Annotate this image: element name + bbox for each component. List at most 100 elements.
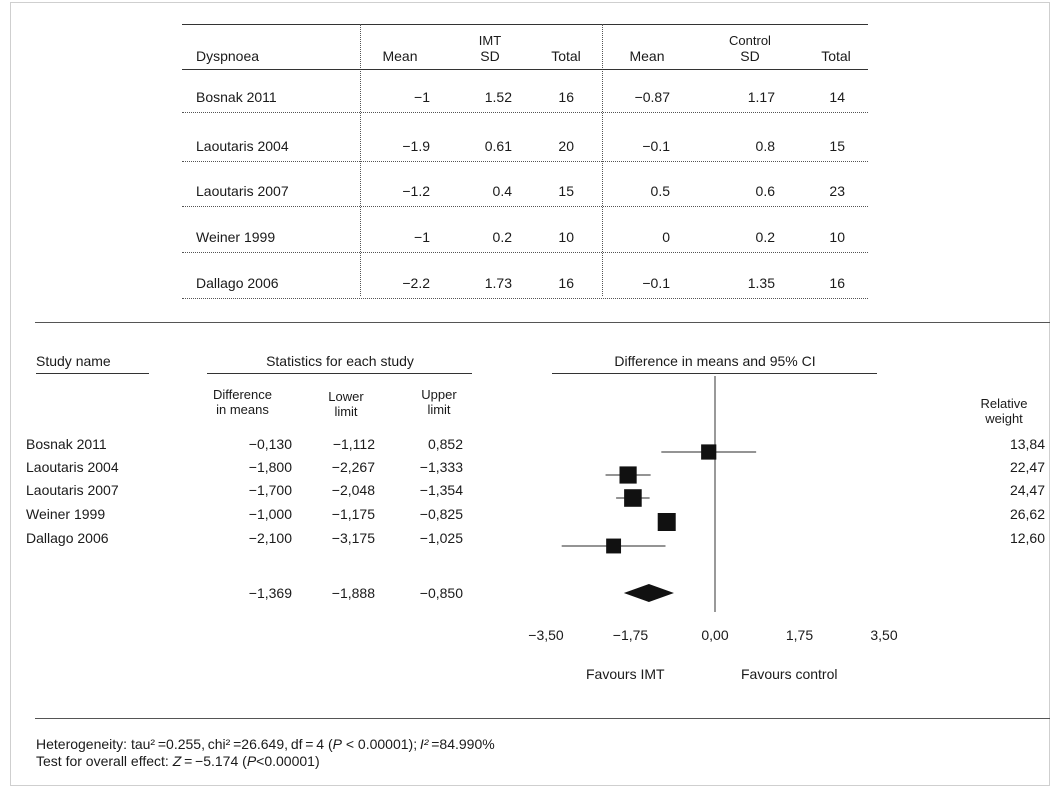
forest-upper-value: −0,825 xyxy=(419,506,463,522)
col-diff-in-means: Difference in means xyxy=(212,387,272,417)
col-upper-limit: Upper limit xyxy=(421,387,457,417)
stats-header: Statistics for each study xyxy=(266,353,414,369)
pooled-lower: −1,888 xyxy=(331,585,375,601)
table-cell-imt-sd: 1.73 xyxy=(484,275,512,291)
table-divider-1 xyxy=(360,24,361,296)
forest-lower-value: −1,175 xyxy=(331,506,375,522)
study-name-header: Study name xyxy=(36,353,111,369)
pooled-effect-diamond xyxy=(623,584,674,602)
pooled-diff: −1,369 xyxy=(248,585,292,601)
group-label-control: Control xyxy=(729,33,771,48)
table-row-rule xyxy=(182,161,868,162)
col-imt-mean: Mean xyxy=(382,48,418,64)
forest-lower-value: −3,175 xyxy=(331,530,375,546)
forest-weight-value: 13,84 xyxy=(1009,436,1045,452)
table-cell-imt-mean: −2.2 xyxy=(402,275,430,291)
table-cell-study: Laoutaris 2004 xyxy=(196,138,289,154)
x-tick-label: −3,50 xyxy=(528,627,564,643)
table-cell-control-sd: 1.35 xyxy=(747,275,775,291)
table-cell-control-total: 14 xyxy=(829,89,845,105)
study-name-underline xyxy=(36,373,149,374)
x-tick-label: 3,50 xyxy=(870,627,897,643)
table-row-rule xyxy=(182,298,868,299)
col-relative-weight: Relative weight xyxy=(980,396,1028,426)
table-cell-study: Weiner 1999 xyxy=(196,229,276,245)
table-top-rule xyxy=(182,24,868,25)
table-cell-imt-sd: 1.52 xyxy=(484,89,512,105)
table-cell-study: Bosnak 2011 xyxy=(196,89,277,105)
table-cell-imt-total: 10 xyxy=(558,229,574,245)
forest-study-name: Bosnak 2011 xyxy=(26,436,107,452)
col-lower-limit: Lower limit xyxy=(328,389,364,419)
plot-header-underline xyxy=(552,373,877,374)
table-cell-imt-sd: 0.2 xyxy=(492,229,512,245)
forest-lower-value: −2,267 xyxy=(331,459,375,475)
table-cell-control-sd: 1.17 xyxy=(747,89,775,105)
table-cell-control-sd: 0.6 xyxy=(755,183,775,199)
col-imt-sd: SD xyxy=(480,48,500,64)
table-cell-imt-total: 15 xyxy=(558,183,574,199)
table-cell-imt-total: 16 xyxy=(558,89,574,105)
pooled-upper: −0,850 xyxy=(419,585,463,601)
effect-size-marker xyxy=(657,513,676,531)
table-cell-control-mean: 0 xyxy=(662,229,670,245)
col-control-sd: SD xyxy=(740,48,760,64)
forest-study-name: Laoutaris 2004 xyxy=(26,459,119,475)
table-cell-control-total: 23 xyxy=(829,183,845,199)
table-cell-imt-mean: −1 xyxy=(414,229,430,245)
table-row-rule xyxy=(182,252,868,253)
forest-diff-value: −2,100 xyxy=(248,530,292,546)
table-cell-control-mean: −0.87 xyxy=(634,89,670,105)
x-tick-label: 0,00 xyxy=(701,627,728,643)
forest-diff-value: −1,800 xyxy=(248,459,292,475)
effect-size-marker xyxy=(701,444,717,460)
x-tick-label: −1,75 xyxy=(613,627,649,643)
table-cell-imt-mean: −1 xyxy=(414,89,430,105)
forest-study-name: Laoutaris 2007 xyxy=(26,482,119,498)
forest-weight-value: 12,60 xyxy=(1009,530,1045,546)
overall-effect-text: Test for overall effect: Z = −5.174 (P<0… xyxy=(36,753,320,769)
footer-divider xyxy=(35,718,1050,719)
section-divider xyxy=(35,322,1050,323)
table-cell-imt-sd: 0.61 xyxy=(484,138,512,154)
forest-study-name: Weiner 1999 xyxy=(26,506,106,522)
table-cell-control-mean: −0.1 xyxy=(642,275,670,291)
table-cell-imt-total: 20 xyxy=(558,138,574,154)
forest-weight-value: 26,62 xyxy=(1009,506,1045,522)
table-cell-imt-mean: −1.2 xyxy=(402,183,430,199)
table-cell-control-sd: 0.2 xyxy=(755,229,775,245)
table-cell-control-total: 16 xyxy=(829,275,845,291)
figure-frame xyxy=(10,2,1050,786)
table-header-rule xyxy=(182,69,868,70)
forest-study-name: Dallago 2006 xyxy=(26,530,109,546)
forest-diff-value: −1,000 xyxy=(248,506,292,522)
table-divider-2 xyxy=(602,24,603,296)
table-cell-imt-total: 16 xyxy=(558,275,574,291)
table-cell-study: Laoutaris 2007 xyxy=(196,183,289,199)
table-cell-imt-sd: 0.4 xyxy=(492,183,512,199)
forest-weight-value: 22,47 xyxy=(1009,459,1045,475)
table-cell-imt-mean: −1.9 xyxy=(402,138,430,154)
effect-size-marker xyxy=(624,489,642,507)
table-row-rule xyxy=(182,112,868,113)
table-cell-control-mean: 0.5 xyxy=(650,183,670,199)
table-cell-control-total: 15 xyxy=(829,138,845,154)
favours-imt-label: Favours IMT xyxy=(586,666,665,682)
forest-lower-value: −2,048 xyxy=(331,482,375,498)
forest-lower-value: −1,112 xyxy=(332,436,375,452)
group-label-imt: IMT xyxy=(478,33,502,48)
forest-upper-value: −1,354 xyxy=(419,482,463,498)
col-imt-total: Total xyxy=(551,48,581,64)
table-cell-study: Dallago 2006 xyxy=(196,275,279,291)
table-cell-control-mean: −0.1 xyxy=(642,138,670,154)
plot-header: Difference in means and 95% CI xyxy=(614,353,816,369)
forest-weight-value: 24,47 xyxy=(1009,482,1045,498)
table-cell-control-sd: 0.8 xyxy=(755,138,775,154)
col-control-mean: Mean xyxy=(629,48,665,64)
stats-header-underline xyxy=(207,373,472,374)
x-tick-label: 1,75 xyxy=(786,627,813,643)
heterogeneity-text: Heterogeneity: tau² =0.255, chi² =26.649… xyxy=(36,736,495,752)
effect-size-marker xyxy=(619,466,637,484)
